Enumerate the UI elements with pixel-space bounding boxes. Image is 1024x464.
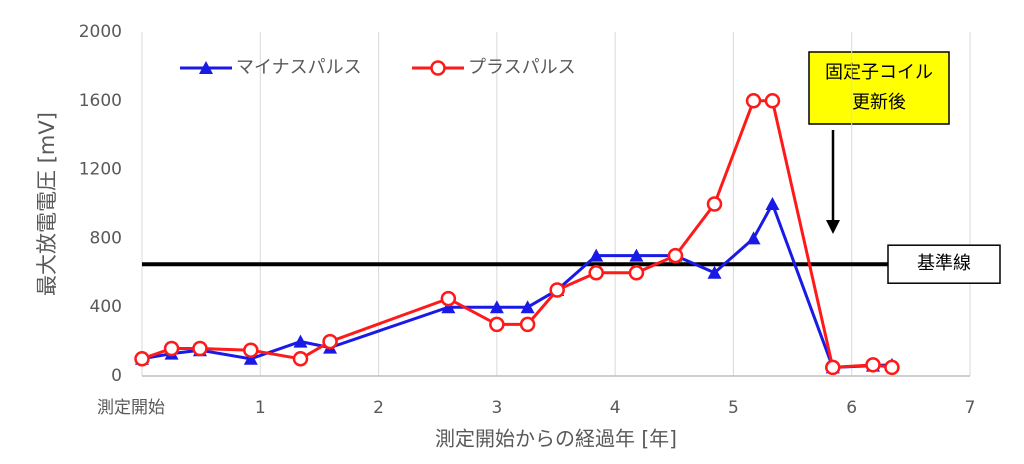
legend-label: プラスパルス bbox=[468, 57, 576, 78]
x-axis-label: 測定開始からの経過年 [年] bbox=[435, 427, 677, 451]
point bbox=[163, 340, 180, 357]
y-tick-label: 1200 bbox=[79, 160, 122, 180]
x-tick-label: 4 bbox=[610, 398, 621, 418]
point bbox=[745, 93, 762, 109]
point bbox=[441, 300, 456, 314]
point bbox=[765, 197, 780, 210]
point bbox=[589, 248, 604, 262]
point bbox=[322, 333, 338, 350]
point bbox=[884, 359, 900, 376]
point bbox=[746, 231, 761, 245]
x-tick-label: 2 bbox=[373, 398, 384, 418]
point bbox=[865, 357, 881, 373]
point bbox=[588, 265, 604, 281]
annotation-arrowhead bbox=[826, 220, 840, 234]
legend-marker bbox=[199, 61, 213, 74]
point bbox=[764, 93, 781, 109]
reference-label: 基準線 bbox=[917, 253, 971, 274]
reference-label-box bbox=[887, 244, 1001, 284]
point bbox=[489, 316, 505, 333]
y-tick-label: 0 bbox=[111, 366, 122, 386]
point bbox=[629, 248, 644, 262]
point bbox=[243, 351, 258, 365]
point bbox=[440, 290, 457, 307]
series-line bbox=[141, 200, 892, 369]
point bbox=[293, 334, 308, 348]
point bbox=[292, 351, 309, 367]
y-tick-label: 1600 bbox=[79, 91, 122, 111]
legend-label: マイナスパルス bbox=[236, 57, 362, 78]
point bbox=[706, 196, 723, 212]
annotation-text: 更新後 bbox=[852, 92, 906, 113]
point bbox=[520, 300, 535, 314]
y-tick-label: 2000 bbox=[79, 22, 122, 42]
x-tick-label: 測定開始 bbox=[97, 398, 165, 418]
x-tick-label: 7 bbox=[965, 398, 976, 418]
point bbox=[519, 316, 536, 333]
x-tick-label: 3 bbox=[491, 398, 502, 418]
point bbox=[825, 359, 841, 376]
x-tick-label: 5 bbox=[728, 398, 739, 418]
point bbox=[667, 247, 684, 264]
point bbox=[243, 342, 259, 358]
series-line bbox=[141, 99, 893, 369]
point bbox=[192, 340, 208, 357]
x-tick-label: 1 bbox=[255, 398, 266, 418]
point bbox=[628, 265, 645, 281]
y-tick-label: 400 bbox=[90, 297, 122, 317]
x-tick-label: 6 bbox=[846, 398, 857, 418]
point bbox=[549, 282, 565, 298]
point bbox=[134, 351, 150, 367]
legend-marker bbox=[430, 60, 446, 76]
annotation-text: 固定子コイル bbox=[825, 62, 933, 83]
y-axis-label: 最大放電電圧 [mV] bbox=[35, 112, 59, 296]
annotation-box bbox=[808, 51, 950, 125]
y-tick-label: 800 bbox=[90, 228, 122, 248]
point bbox=[707, 265, 722, 279]
point bbox=[489, 300, 504, 314]
